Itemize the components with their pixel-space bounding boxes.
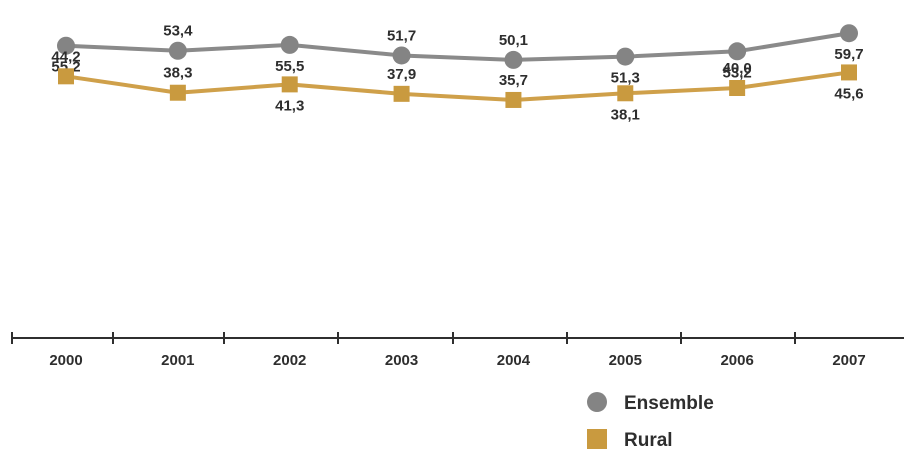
data-point-square [617, 85, 634, 102]
data-point-square [841, 64, 857, 81]
legend-label: Rural [624, 430, 673, 449]
data-point-circle [392, 46, 411, 65]
data-label: 37,9 [387, 66, 416, 83]
data-point-circle [616, 47, 635, 66]
data-label: 59,7 [834, 46, 863, 63]
x-axis: 2000 2001 2002 2003 2004 2005 2006 2007 [11, 332, 904, 369]
data-point-square [169, 84, 186, 101]
legend-item-rural: Rural [587, 429, 673, 449]
data-label: 38,1 [611, 106, 640, 123]
series-ensemble: 55,253,455,551,7 50,151,3 53,259,7 [51, 23, 863, 87]
x-tick-label: 2004 [497, 352, 531, 369]
series-line [65, 31, 850, 62]
data-point-circle [57, 36, 75, 55]
data-point-square [505, 91, 522, 108]
data-point-square [393, 85, 410, 102]
series-layer: 55,253,455,551,7 50,151,3 53,259,744,238,3… [51, 23, 863, 124]
data-point-square [58, 68, 74, 85]
data-label: 38,3 [163, 65, 192, 82]
data-point-circle [280, 35, 299, 54]
data-label: 53,2 [723, 64, 752, 81]
data-label: 44,2 [51, 48, 80, 65]
data-point-circle [168, 41, 187, 60]
legend-item-ensemble: Ensemble [587, 392, 714, 414]
data-point-circle [728, 42, 747, 61]
data-label: 45,6 [834, 85, 863, 102]
data-label: 55,5 [275, 58, 304, 75]
data-point-square [281, 76, 298, 93]
x-tick-label: 2007 [832, 352, 865, 369]
x-tick-label: 2000 [49, 352, 82, 369]
series-rural: 44,2 38,3 41,3 37,9 35,7 38,1 40,0 45,6 [51, 48, 863, 123]
data-label: 51,7 [387, 27, 416, 44]
x-tick-label: 2001 [161, 352, 194, 369]
series-line [65, 70, 850, 102]
x-tick-label: 2005 [609, 352, 642, 369]
data-point-circle [840, 24, 858, 43]
data-label: 35,7 [499, 72, 528, 89]
data-point-square [729, 80, 746, 96]
legend: Ensemble Rural [587, 392, 714, 449]
x-tick-label: 2003 [385, 352, 418, 369]
data-label: 53,4 [163, 23, 193, 40]
x-tick-label: 2006 [720, 352, 753, 369]
legend-label: Ensemble [624, 393, 714, 414]
data-point-circle [504, 50, 523, 69]
data-label: 51,3 [611, 70, 640, 87]
legend-marker-circle [587, 392, 607, 412]
legend-marker-square [587, 429, 607, 449]
data-label: 41,3 [275, 97, 304, 114]
x-tick-label: 2002 [273, 352, 306, 369]
data-label: 50,1 [499, 32, 528, 49]
data-label: 40,0 [723, 60, 752, 77]
